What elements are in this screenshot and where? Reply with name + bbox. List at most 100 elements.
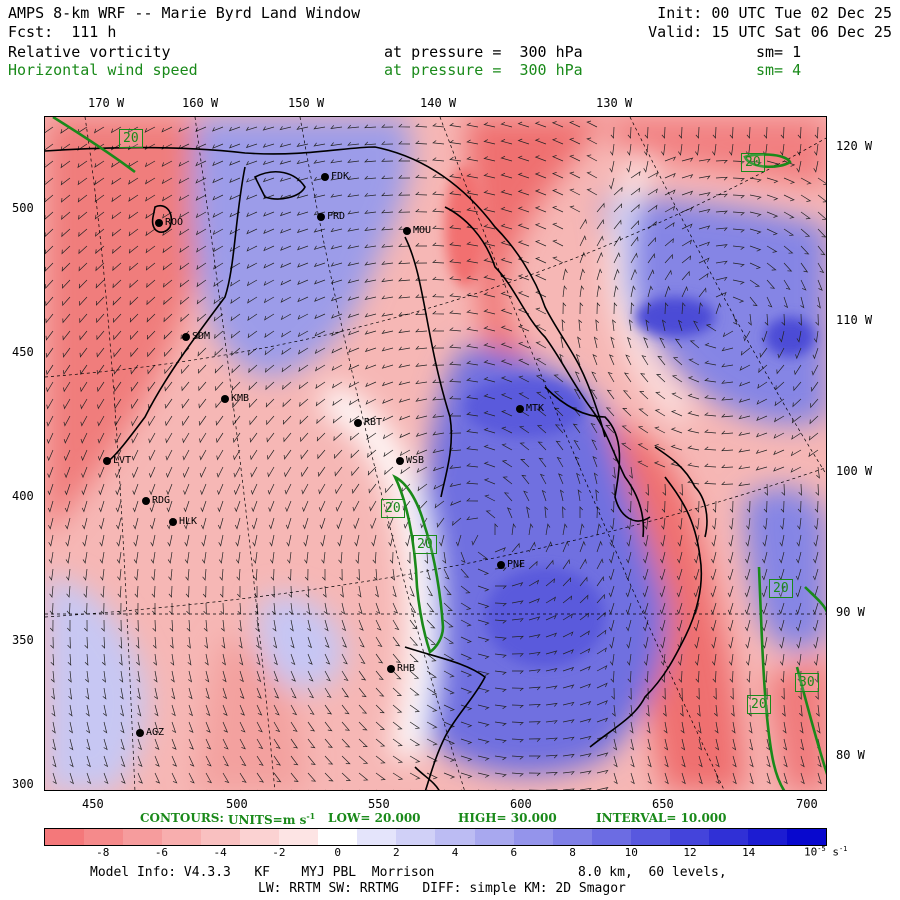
wind-barb (698, 192, 711, 197)
wind-barb (415, 363, 428, 367)
wind-barb (460, 755, 473, 762)
wind-barb (375, 772, 386, 781)
wind-barb (97, 415, 105, 427)
wind-barb (517, 291, 530, 298)
wind-barb (526, 506, 531, 519)
wind-barb (364, 244, 377, 249)
wind-barb (779, 330, 785, 343)
wind-barb (148, 466, 156, 479)
wind-barb (595, 489, 600, 502)
wind-barb (144, 126, 156, 133)
wind-barb (300, 432, 309, 443)
wind-barb (586, 188, 598, 196)
wind-barb (217, 517, 224, 530)
wind-barb (814, 517, 819, 530)
wind-barb (466, 326, 479, 332)
wind-barb (94, 143, 105, 151)
wind-barb (534, 155, 547, 162)
wind-barb (46, 381, 54, 393)
wind-barb (483, 359, 496, 366)
wind-barb (287, 551, 292, 564)
wind-barb (307, 721, 316, 732)
wind-barb (409, 687, 420, 696)
footer-model-info: Model Info: V4.3.3 KF MYJ PBL Morrison (90, 865, 435, 880)
wind-barb (307, 704, 315, 715)
wind-barb (128, 211, 139, 220)
wind-barb (62, 347, 71, 358)
wind-barb (466, 394, 479, 400)
wind-barb (350, 432, 360, 441)
wind-barb (613, 252, 621, 264)
wind-barb (579, 285, 585, 298)
station-marker (169, 518, 177, 526)
wind-barb (381, 295, 394, 300)
wind-barb (358, 619, 364, 631)
wind-barb (195, 211, 207, 219)
wind-barb (45, 364, 54, 376)
wind-barb (49, 568, 54, 581)
wind-barb (69, 772, 75, 785)
wind-barb (483, 343, 496, 349)
wind-barb (375, 704, 385, 714)
wind-barb (766, 211, 779, 218)
wind-barb (694, 551, 700, 564)
wind-barb (231, 364, 241, 374)
init-time: Init: 00 UTC Tue 02 Dec 25 (657, 4, 892, 22)
wind-barb (579, 540, 586, 553)
wind-barb (196, 245, 207, 253)
wind-barb (609, 551, 615, 564)
wind-barb (415, 277, 428, 281)
wind-barb (111, 211, 122, 220)
wind-barb (579, 648, 591, 655)
wind-barb (528, 616, 541, 621)
wind-barb (239, 687, 245, 700)
wind-barb (579, 235, 587, 247)
wind-barb (662, 483, 666, 496)
wind-barb (511, 687, 524, 692)
wind-barb (67, 653, 72, 666)
wind-barb (661, 143, 666, 156)
wind-barb (679, 687, 683, 700)
wind-barb (79, 313, 88, 324)
y-axis-label: 500 (12, 201, 34, 215)
wind-barb (204, 653, 209, 666)
wind-barb (229, 245, 241, 253)
wind-barb (443, 704, 455, 712)
wind-barb (290, 704, 298, 716)
wind-barb (133, 517, 139, 530)
wind-barb (364, 141, 377, 146)
y-axis-label: 300 (12, 777, 34, 791)
wind-barb (610, 126, 615, 139)
wind-barb (627, 143, 632, 156)
wind-barb (545, 685, 558, 690)
wind-barb (613, 302, 618, 315)
lon-label-right: 110 W (836, 313, 873, 327)
station-label: PNE (507, 559, 526, 570)
wind-barb (409, 636, 419, 646)
wind-barb (392, 738, 403, 747)
wind-barb (222, 755, 229, 767)
wind-barb (705, 324, 717, 332)
wind-barb (779, 636, 785, 649)
wind-barb (279, 211, 292, 217)
wind-barb (767, 789, 768, 790)
wind-barb (77, 143, 88, 151)
wind-barb (341, 653, 348, 665)
wind-barb (135, 619, 139, 632)
wind-barb (551, 171, 564, 179)
wind-barb (307, 687, 315, 699)
station-label: FRD (327, 211, 346, 222)
wind-barb (247, 313, 258, 321)
wind-barb (697, 721, 702, 734)
wind-barb (817, 228, 826, 238)
wind-barb (452, 517, 462, 526)
wind-barb (562, 771, 575, 775)
wind-barb (815, 313, 819, 326)
wind-barb (426, 568, 431, 581)
wind-barb (687, 376, 700, 383)
wind-barb (596, 752, 609, 757)
wind-barb (238, 619, 242, 632)
wind-barb (169, 636, 174, 649)
wind-barb (214, 364, 224, 374)
wind-barb (398, 140, 411, 145)
